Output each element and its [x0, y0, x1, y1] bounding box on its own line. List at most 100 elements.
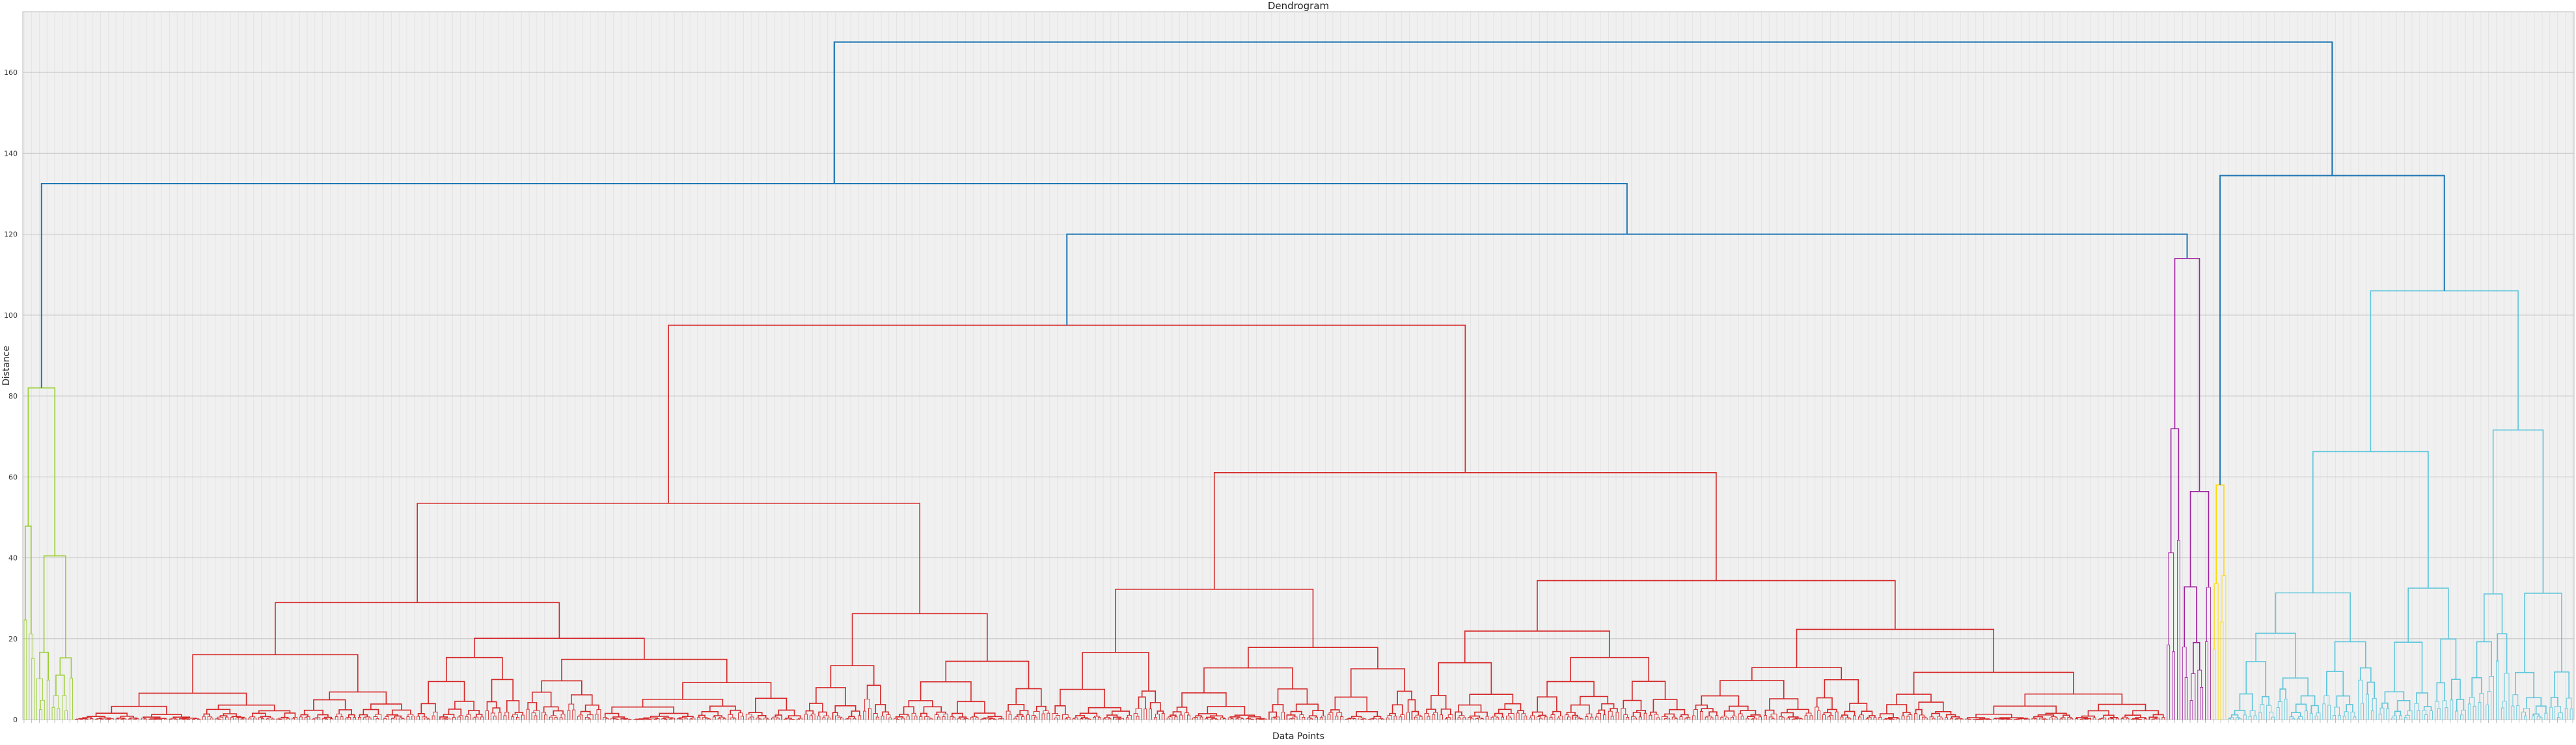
dendrogram-link — [952, 717, 956, 720]
dendrogram-link — [1888, 716, 1898, 719]
dendrogram-link — [1348, 718, 1356, 719]
dendrogram-link — [584, 704, 599, 712]
dendrogram-link — [2279, 688, 2286, 702]
dendrogram-link — [2569, 709, 2573, 720]
dendrogram-link — [2167, 644, 2171, 720]
dendrogram-link — [1185, 712, 1189, 720]
dendrogram-link — [2414, 703, 2419, 720]
dendrogram-link — [942, 716, 946, 720]
dendrogram-link — [1585, 716, 1589, 720]
dendrogram-link — [2062, 714, 2070, 718]
dendrogram-link — [1400, 714, 1405, 720]
dendrogram-link — [1227, 717, 1233, 720]
dendrogram-link — [2220, 621, 2224, 720]
dendrogram-link — [638, 718, 650, 720]
dendrogram-link — [1157, 710, 1164, 714]
dendrogram-link — [1431, 695, 1447, 710]
dendrogram-link — [39, 709, 42, 720]
dendrogram-link — [1433, 712, 1438, 720]
dendrogram-link — [2407, 710, 2413, 720]
dendrogram-link — [817, 716, 821, 720]
dendrogram-link — [398, 717, 404, 720]
dendrogram-link — [886, 714, 891, 720]
dendrogram-link — [192, 718, 196, 720]
dendrogram-link — [1494, 712, 1503, 718]
dendrogram-link — [111, 705, 167, 715]
dendrogram-link — [1047, 712, 1050, 720]
dendrogram-link — [709, 705, 736, 712]
dendrogram-link — [1634, 718, 1637, 720]
dendrogram-link — [1708, 711, 1718, 716]
dendrogram-link — [2539, 717, 2543, 720]
dendrogram-link — [521, 714, 525, 720]
dendrogram-link — [1598, 709, 1606, 715]
dendrogram-link — [937, 716, 940, 720]
dendrogram-link — [1558, 716, 1563, 720]
dendrogram-link — [1665, 718, 1670, 720]
dendrogram-link — [754, 697, 788, 713]
dendrogram-link — [682, 716, 694, 718]
dendrogram-link — [1662, 716, 1668, 720]
dendrogram-link — [1746, 718, 1749, 720]
dendrogram-link — [182, 717, 197, 719]
dendrogram-link — [2083, 718, 2091, 720]
dendrogram-link — [1623, 699, 1642, 710]
dendrogram-link — [78, 718, 87, 720]
y-tick-label: 140 — [4, 149, 18, 158]
dendrogram-link — [958, 716, 967, 719]
dendrogram-link — [1869, 715, 1876, 718]
vertical-grid — [23, 12, 2573, 720]
dendrogram-link — [1440, 714, 1443, 720]
y-tick-label: 160 — [4, 68, 18, 77]
dendrogram-link — [2391, 718, 2395, 720]
dendrogram-link — [1006, 710, 1011, 720]
dendrogram-link — [197, 718, 200, 720]
dendrogram-link — [1315, 716, 1318, 720]
dendrogram-link — [2087, 710, 2109, 716]
dendrogram-link — [1485, 716, 1489, 720]
dendrogram-link — [788, 715, 801, 719]
dendrogram-link — [210, 717, 213, 720]
dendrogram-link — [1378, 718, 1383, 720]
dendrogram-link — [128, 718, 132, 720]
dendrogram-link — [1693, 709, 1698, 720]
x-axis-title: Data Points — [1272, 731, 1324, 742]
dendrogram-link — [2549, 707, 2553, 720]
dendrogram-link — [2304, 710, 2308, 720]
dendrogram-link — [466, 714, 471, 720]
dendrogram-link — [407, 714, 414, 717]
dendrogram-link — [719, 716, 725, 719]
dendrogram-link — [1302, 717, 1306, 720]
dendrogram-link — [2049, 717, 2053, 720]
dendrogram-link — [223, 713, 237, 717]
dendrogram-link — [1902, 712, 1911, 716]
dendrogram-link — [1710, 717, 1714, 720]
dendrogram-link — [2108, 718, 2113, 720]
dendrogram-link — [346, 717, 351, 720]
dendrogram-link — [1013, 718, 1017, 720]
dendrogram-link — [1292, 716, 1298, 720]
dendrogram-link — [2238, 718, 2241, 720]
dendrogram-link — [1796, 628, 1995, 673]
dendrogram-link — [2417, 710, 2420, 720]
dendrogram-link — [851, 710, 860, 717]
dendrogram-link — [1960, 718, 1964, 720]
dendrogram-link — [1615, 712, 1619, 720]
dendrogram-link — [2018, 718, 2028, 719]
dendrogram-link — [2372, 697, 2377, 720]
dendrogram-link — [2316, 712, 2321, 720]
dendrogram-link — [2434, 701, 2439, 720]
dendrogram-link — [1601, 703, 1615, 710]
dendrogram-link — [267, 717, 273, 719]
dendrogram-link — [2423, 706, 2432, 711]
dendrogram-link — [2334, 707, 2340, 716]
dendrogram-link — [2295, 703, 2307, 713]
dendrogram-link — [2333, 714, 2336, 720]
dendrogram-link — [1446, 717, 1451, 720]
dendrogram-link — [1626, 717, 1630, 720]
dendrogram-link — [756, 718, 761, 720]
dendrogram-link — [881, 716, 884, 720]
dendrogram-link — [1649, 714, 1652, 720]
dendrogram-link — [313, 718, 318, 720]
dendrogram-link — [1106, 714, 1118, 718]
